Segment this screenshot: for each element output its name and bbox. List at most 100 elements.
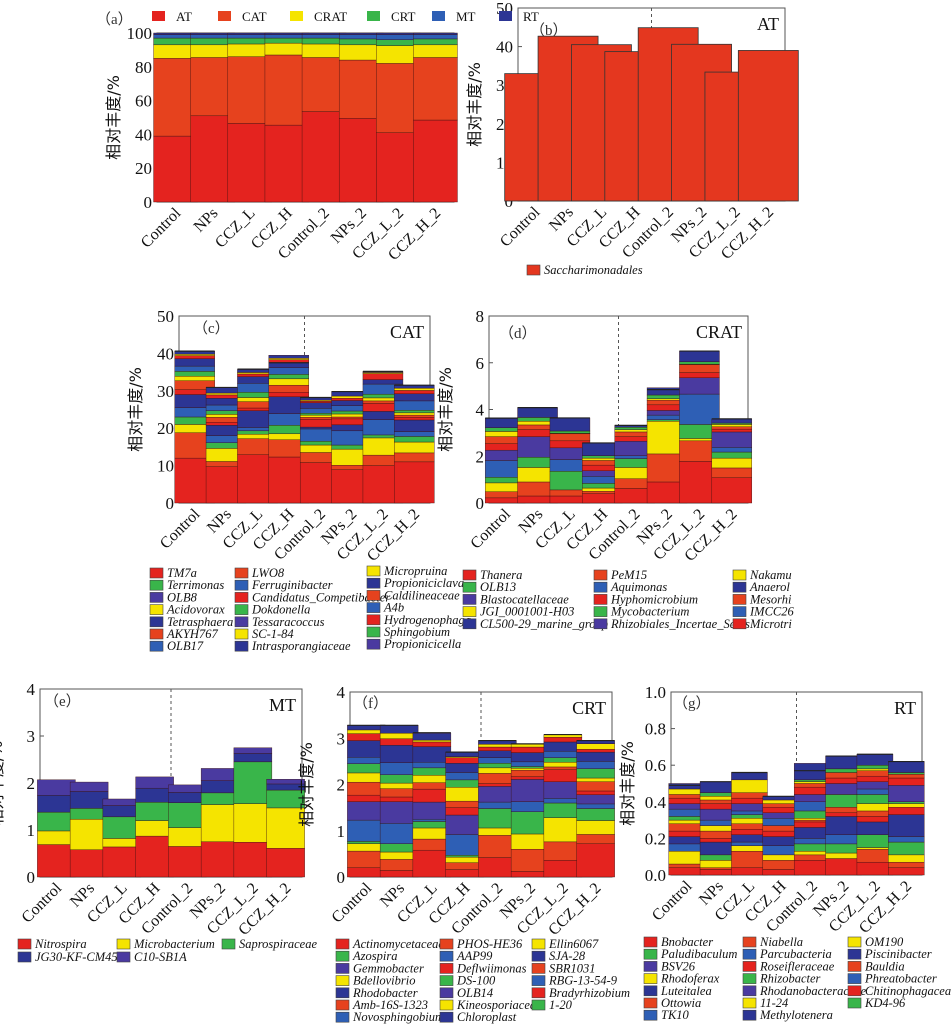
bar-segment xyxy=(888,861,925,868)
legend-swatch xyxy=(847,948,862,960)
y-tick-label: 40 xyxy=(496,38,513,57)
legend-swatch xyxy=(116,951,131,963)
legend-swatch xyxy=(149,616,164,628)
legend-item-label: Deflwiimonas xyxy=(456,961,527,975)
legend-swatch xyxy=(742,1009,757,1021)
legend-item-label: Candidatus_Competibacter xyxy=(252,590,390,604)
legend-item-label: A4b xyxy=(383,601,404,615)
legend-swatch xyxy=(847,985,862,997)
bar-segment xyxy=(699,854,737,861)
bar-segment xyxy=(102,816,142,839)
bar-segment xyxy=(445,869,484,878)
bar-segment xyxy=(731,829,768,835)
bar-segment xyxy=(731,823,768,830)
bar-segment xyxy=(268,355,310,359)
bar-segment xyxy=(543,762,583,768)
bar-segment xyxy=(478,827,517,836)
bar-segment xyxy=(102,838,142,848)
bar-segment xyxy=(731,803,768,812)
legend-item-label: Thanera xyxy=(480,568,522,582)
bar-segment xyxy=(888,801,925,804)
bar-segment xyxy=(412,746,452,763)
bar-segment xyxy=(510,871,550,878)
legend-item-label: Roseifleraceae xyxy=(759,959,835,973)
legend-item-label: C10-SB1A xyxy=(134,950,187,964)
legend-swatch xyxy=(593,618,608,630)
y-tick-label: 0 xyxy=(505,192,514,211)
legend-item-label: OLB8 xyxy=(167,590,198,604)
legend-item-label: Dokdonella xyxy=(251,603,310,617)
legend-item-label: BSV26 xyxy=(661,959,696,973)
bar-segment xyxy=(394,452,435,463)
bar-segment xyxy=(731,834,768,843)
bar-segment xyxy=(190,57,235,117)
legend-swatch xyxy=(432,11,445,21)
bar-segment xyxy=(543,751,583,758)
y-axis-label: 相对丰度/% xyxy=(465,62,484,147)
legend-item-label: KD4-96 xyxy=(864,996,906,1010)
legend-swatch xyxy=(116,938,131,950)
bar-segment xyxy=(394,412,435,416)
legend-item-label: Rhizobiales_Incertae_Sedis xyxy=(610,617,750,631)
bar-segment xyxy=(394,419,435,432)
bar-segment xyxy=(69,849,109,878)
bar-segment xyxy=(347,841,386,844)
bar-segment xyxy=(543,802,583,819)
bar-segment xyxy=(412,782,452,790)
legend-item-label: Bdellovibrio xyxy=(353,974,416,988)
legend-item-label: Kineosporiaceae xyxy=(456,998,542,1012)
panel-label: （b） xyxy=(530,22,568,39)
bar-segment xyxy=(174,371,215,377)
legend-swatch xyxy=(847,961,862,972)
bar-segment xyxy=(543,781,583,799)
bar-segment xyxy=(227,123,273,203)
legend-swatch xyxy=(593,606,608,617)
y-tick-label: 2 xyxy=(476,447,485,466)
legend-item-label: Microtri xyxy=(749,617,792,631)
bar-segment xyxy=(445,814,484,835)
bar-segment xyxy=(266,807,305,849)
bar-segment xyxy=(793,781,831,784)
bar-segment xyxy=(69,781,109,792)
y-axis-label: 相对丰度/% xyxy=(297,742,316,827)
legend-swatch xyxy=(439,975,454,986)
bar-segment xyxy=(825,812,862,817)
bar-segment xyxy=(135,787,174,803)
bar-segment xyxy=(412,762,452,769)
bar-segment xyxy=(37,811,76,832)
bar-segment xyxy=(510,761,550,767)
bar-segment xyxy=(711,418,753,424)
bar-segment xyxy=(412,849,452,878)
bar-segment xyxy=(102,805,142,818)
bar-segment xyxy=(543,817,583,843)
bar-segment xyxy=(264,54,310,126)
bar-segment xyxy=(793,818,831,821)
legend-swatch xyxy=(439,950,454,962)
bar-segment xyxy=(394,414,435,418)
bar-segment xyxy=(379,859,419,871)
bar-segment xyxy=(394,431,435,437)
legend-swatch xyxy=(531,975,546,986)
bar-segment xyxy=(793,794,831,802)
bar-segment xyxy=(227,56,273,124)
legend-item-label: Saccharimonadales xyxy=(544,263,643,277)
panel-title: RT xyxy=(894,698,916,718)
legend-swatch xyxy=(593,594,608,605)
legend-item-label: Mycobacterium xyxy=(610,605,689,619)
bar-segment xyxy=(668,843,705,852)
bar-segment xyxy=(379,788,419,798)
bar-segment xyxy=(825,794,862,808)
bar-segment xyxy=(37,779,76,796)
bar-segment xyxy=(445,856,484,863)
bar-segment xyxy=(412,732,452,741)
legend-swatch xyxy=(742,973,757,984)
legend-swatch xyxy=(218,11,231,21)
bar-segment xyxy=(576,768,615,779)
legend-swatch xyxy=(221,938,236,950)
legend-swatch xyxy=(643,973,658,984)
legend-swatch xyxy=(234,628,249,640)
legend-swatch xyxy=(152,11,165,21)
bar-segment xyxy=(379,744,419,763)
legend-item-label: Acidovorax xyxy=(166,603,225,617)
bar-segment xyxy=(793,821,831,828)
